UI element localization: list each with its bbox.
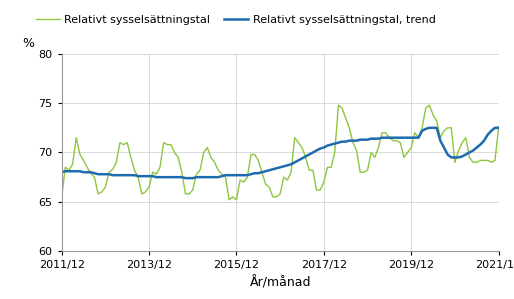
Relativt sysselsättningstal, trend [339,140,345,144]
Relativt sysselsättningstal [172,151,178,154]
Relativt sysselsättningstal [226,198,232,202]
Relativt sysselsättningstal [339,106,345,110]
Relativt sysselsättningstal [412,131,418,135]
Relativt sysselsättningstal [59,195,65,199]
Relativt sysselsättningstal, trend [172,175,178,179]
Relativt sysselsättningstal, trend [485,133,491,137]
Line: Relativt sysselsättningstal, trend: Relativt sysselsättningstal, trend [62,119,514,178]
Relativt sysselsättningstal, trend [412,136,418,140]
Relativt sysselsättningstal, trend [182,176,189,180]
Text: %: % [23,37,34,50]
Relativt sysselsättningstal [321,180,327,184]
Line: Relativt sysselsättningstal: Relativt sysselsättningstal [62,93,514,200]
Relativt sysselsättningstal [485,158,491,162]
Legend: Relativt sysselsättningstal, Relativt sysselsättningstal, trend: Relativt sysselsättningstal, Relativt sy… [31,10,440,29]
Relativt sysselsättningstal, trend [321,146,327,150]
X-axis label: År/månad: År/månad [249,276,311,289]
Relativt sysselsättningstal, trend [59,170,65,174]
